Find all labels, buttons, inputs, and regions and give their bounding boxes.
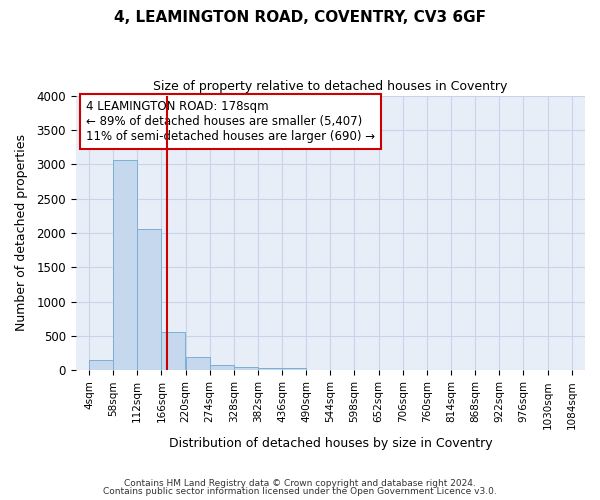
- Bar: [210, 365, 233, 370]
- Title: Size of property relative to detached houses in Coventry: Size of property relative to detached ho…: [153, 80, 508, 93]
- Text: 4 LEAMINGTON ROAD: 178sqm
← 89% of detached houses are smaller (5,407)
11% of se: 4 LEAMINGTON ROAD: 178sqm ← 89% of detac…: [86, 100, 375, 142]
- Bar: [185, 356, 209, 370]
- Y-axis label: Number of detached properties: Number of detached properties: [15, 134, 28, 332]
- X-axis label: Distribution of detached houses by size in Coventry: Distribution of detached houses by size …: [169, 437, 492, 450]
- Text: 4, LEAMINGTON ROAD, COVENTRY, CV3 6GF: 4, LEAMINGTON ROAD, COVENTRY, CV3 6GF: [114, 10, 486, 25]
- Bar: [161, 332, 185, 370]
- Text: Contains public sector information licensed under the Open Government Licence v3: Contains public sector information licen…: [103, 487, 497, 496]
- Bar: [113, 160, 137, 370]
- Bar: [282, 368, 306, 370]
- Bar: [137, 229, 161, 370]
- Bar: [258, 368, 282, 370]
- Text: Contains HM Land Registry data © Crown copyright and database right 2024.: Contains HM Land Registry data © Crown c…: [124, 478, 476, 488]
- Bar: [234, 366, 258, 370]
- Bar: [89, 360, 113, 370]
